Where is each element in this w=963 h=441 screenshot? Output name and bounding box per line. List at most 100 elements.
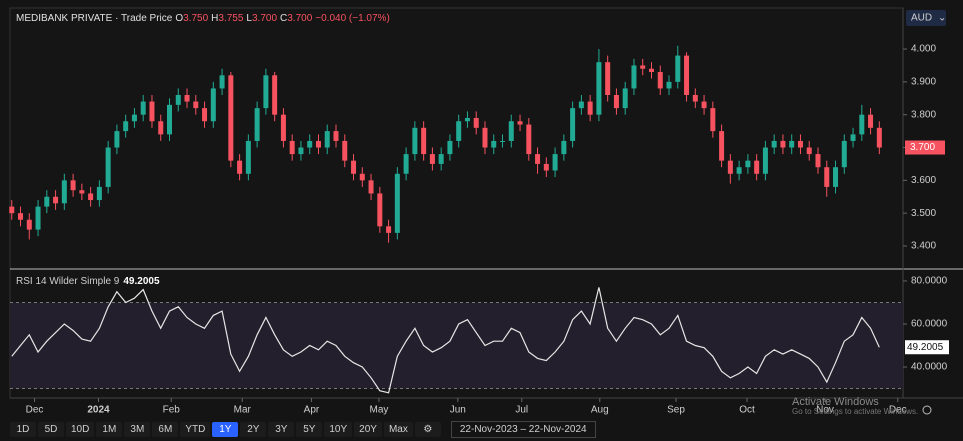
candle-body [640, 65, 646, 69]
x-tick-label: Aug [591, 405, 609, 416]
range-button[interactable]: Max [383, 421, 413, 437]
range-button[interactable]: 6M [152, 421, 179, 437]
candle-body [70, 180, 76, 191]
candle-body [35, 206, 41, 230]
range-button[interactable]: 1Y [212, 421, 239, 437]
candle-body [517, 121, 523, 125]
candle-body [53, 196, 59, 204]
candle-body [61, 180, 67, 204]
candle-body [535, 154, 541, 164]
candle-body [666, 81, 672, 89]
x-tick-label: Jun [450, 405, 466, 416]
value-flag [905, 340, 949, 355]
candle-body [44, 196, 50, 207]
candle-body [797, 140, 803, 148]
candle-body [193, 101, 199, 109]
range-button[interactable]: 1D [10, 421, 36, 437]
range-button[interactable]: 3Y [268, 421, 295, 437]
candle-body [833, 167, 839, 187]
candle-body [18, 213, 24, 220]
ohlc-key: O [175, 13, 183, 24]
currency-label[interactable]: AUD [911, 13, 932, 24]
candle-body [692, 94, 698, 102]
y-tick-label: 3.800 [911, 109, 936, 120]
candle-body [622, 88, 628, 109]
settings-icon[interactable] [922, 405, 932, 415]
candle-body [657, 72, 663, 89]
candle-body [175, 94, 181, 105]
value-flag-label: 49.2005 [907, 342, 944, 353]
y-tick-label: 3.600 [911, 175, 936, 186]
ohlc-value: 3.750 [183, 13, 208, 24]
candle-body [307, 140, 313, 148]
ohlc-key: C [280, 13, 287, 24]
candle-body [543, 163, 549, 171]
candle-body [727, 160, 733, 174]
candle-body [701, 101, 707, 109]
candle-body [394, 173, 400, 233]
candle-body [131, 114, 137, 122]
x-tick-label: Feb [163, 405, 181, 416]
candle-body [324, 131, 330, 148]
range-button[interactable]: YTD [180, 421, 211, 437]
x-tick-label: Oct [739, 405, 755, 416]
candle-body [219, 75, 225, 89]
range-button[interactable]: 2Y [240, 421, 267, 437]
candle-body [315, 140, 321, 148]
x-tick-label: Dec [889, 405, 907, 416]
y-tick-label: 60.0000 [911, 319, 948, 330]
date-range[interactable]: 22-Nov-2023 – 22-Nov-2024 [450, 420, 596, 438]
price-flag-label: 3.700 [910, 142, 935, 153]
candle-body [719, 131, 725, 161]
candle-body [500, 140, 506, 142]
candle-body [491, 140, 497, 148]
range-button[interactable]: 3M [124, 421, 151, 437]
range-button[interactable]: 20Y [354, 421, 382, 437]
candle-body [289, 140, 295, 155]
settings-button[interactable]: ⚙ [414, 421, 441, 437]
price-flag [905, 140, 945, 155]
candle-body [149, 101, 155, 122]
candle-body [9, 206, 15, 214]
candle-body [552, 154, 558, 171]
candle-body [578, 101, 584, 109]
rsi-line [11, 287, 880, 394]
currency-button[interactable] [906, 10, 946, 26]
candle-body [438, 154, 444, 164]
candle-body [508, 121, 514, 141]
candle-body [202, 108, 208, 122]
range-button[interactable]: 5Y [296, 421, 323, 437]
candle-body [780, 140, 786, 148]
currency-caret: ⌄ [938, 13, 946, 24]
ohlc-value: 3.755 [218, 13, 243, 24]
candle-body [745, 160, 751, 168]
candle-body [333, 131, 339, 141]
range-button[interactable]: 10Y [324, 421, 353, 437]
candle-body [570, 108, 576, 141]
y-tick-label: 4.000 [911, 44, 936, 55]
range-button[interactable]: 10D [66, 421, 95, 437]
candle-body [79, 190, 85, 194]
candle-body [850, 134, 856, 141]
candle-body [272, 75, 278, 115]
candle-body [859, 114, 865, 135]
candle-body [648, 68, 654, 73]
candle-body [526, 124, 532, 155]
candle-body [421, 127, 427, 155]
candle-body [789, 140, 795, 148]
range-button[interactable]: 5D [38, 421, 64, 437]
candle-body [876, 127, 882, 148]
range-button[interactable]: 1M [96, 421, 123, 437]
candle-body [123, 121, 129, 132]
candle-body [298, 147, 304, 155]
candle-body [736, 167, 742, 174]
candle-body [263, 75, 269, 109]
candle-body [140, 101, 146, 115]
candle-body [351, 160, 357, 174]
y-tick-label: 3.500 [911, 208, 936, 219]
y-tick-label: 80.0000 [911, 276, 948, 287]
candle-body [587, 101, 593, 115]
ohlc-key: H [211, 13, 218, 24]
candle-body [105, 147, 111, 187]
y-tick-label: 3.900 [911, 77, 936, 88]
